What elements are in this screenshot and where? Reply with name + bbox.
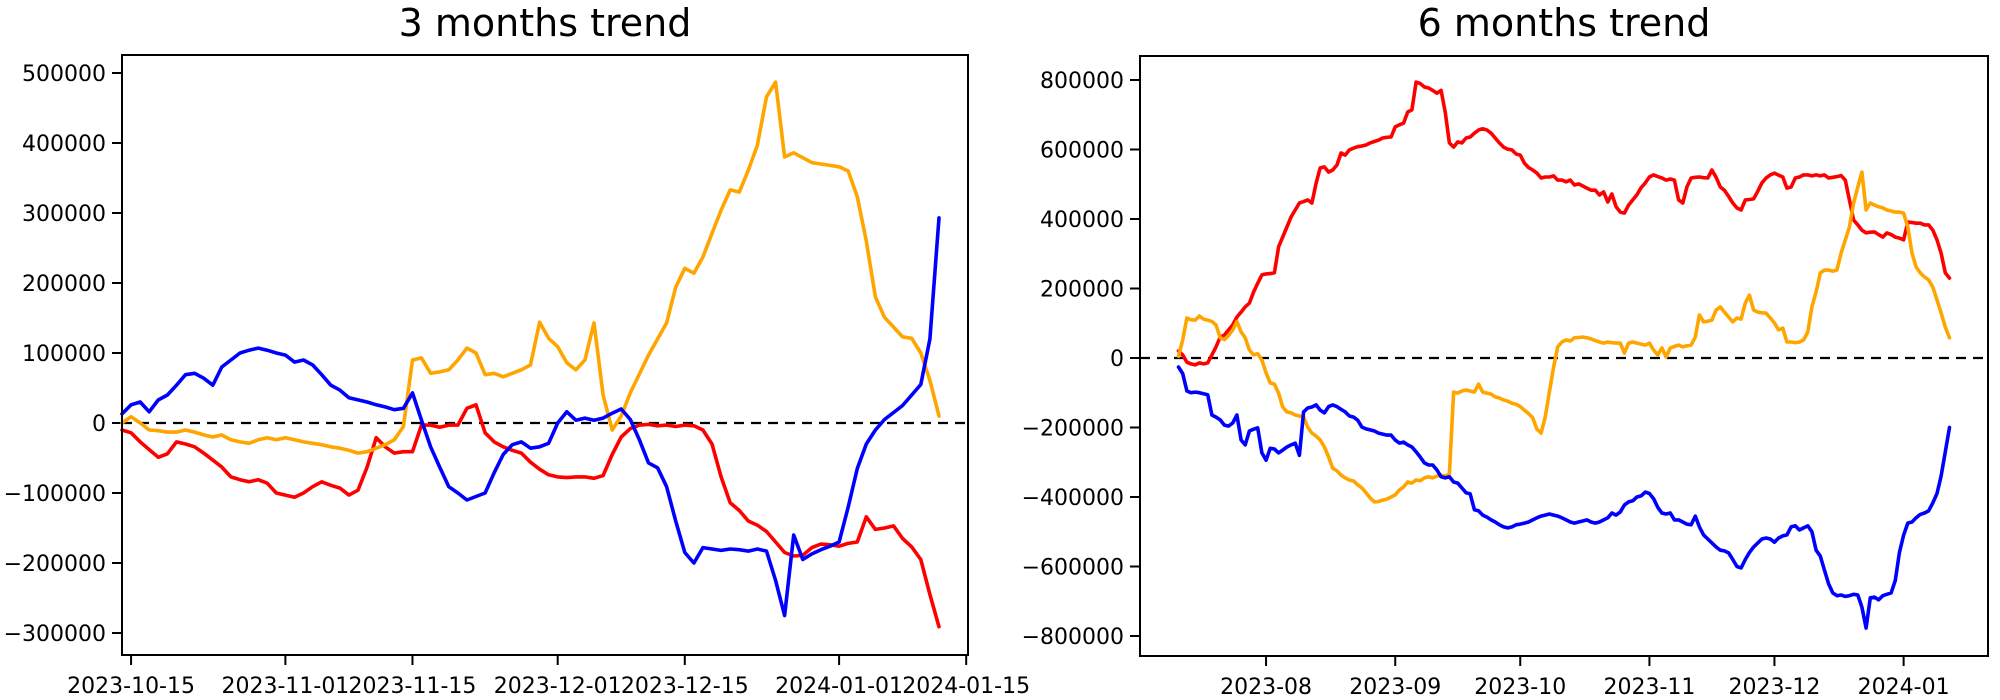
y-tick-label: −100000 — [4, 482, 106, 507]
plot-border-3-months — [121, 54, 969, 656]
x-tick-label: 2023-12-01 — [494, 674, 622, 699]
x-tick-label: 2024-01-01 — [775, 674, 903, 699]
series-line-orange — [120, 80, 941, 455]
y-tick-label: −300000 — [4, 622, 106, 647]
y-tick-label: 500000 — [22, 62, 106, 87]
y-tick-label: −800000 — [1022, 625, 1124, 650]
x-tick-label: 2023-09 — [1349, 675, 1441, 700]
x-tick-label: 2023-08 — [1220, 675, 1312, 700]
y-tick-label: 0 — [92, 412, 106, 437]
chart-title-3-months-trend: 3 months trend — [398, 1, 692, 45]
x-tick-label: 2024-01 — [1858, 675, 1950, 700]
series-line-red — [120, 402, 941, 629]
y-tick-label: 0 — [1110, 347, 1124, 372]
y-tick-label: 800000 — [1040, 69, 1124, 94]
y-tick-label: −400000 — [1022, 486, 1124, 511]
plot-border-6-months — [1139, 55, 1989, 657]
series-line-orange — [1176, 170, 1952, 504]
chart-title-6-months-trend: 6 months trend — [1417, 1, 1711, 45]
x-tick-label: 2023-11-01 — [221, 674, 349, 699]
series-line-red — [1176, 80, 1952, 367]
series-line-blue — [120, 216, 941, 618]
x-tick-label: 2023-10 — [1474, 675, 1566, 700]
x-tick-label: 2023-11 — [1603, 675, 1695, 700]
y-tick-label: 200000 — [22, 272, 106, 297]
y-tick-label: −200000 — [1022, 416, 1124, 441]
series-line-blue — [1176, 365, 1952, 630]
y-tick-label: 100000 — [22, 342, 106, 367]
x-tick-label: 2023-12 — [1728, 675, 1820, 700]
x-tick-label: 2024-01-15 — [902, 674, 1030, 699]
x-tick-label: 2023-12-15 — [621, 674, 749, 699]
y-tick-label: 400000 — [1040, 208, 1124, 233]
y-tick-label: 300000 — [22, 202, 106, 227]
y-tick-label: 200000 — [1040, 278, 1124, 303]
y-tick-label: 400000 — [22, 132, 106, 157]
y-tick-label: −200000 — [4, 552, 106, 577]
y-tick-label: −600000 — [1022, 555, 1124, 580]
x-tick-label: 2023-10-15 — [67, 674, 195, 699]
x-tick-label: 2023-11-15 — [349, 674, 477, 699]
y-tick-label: 600000 — [1040, 139, 1124, 164]
